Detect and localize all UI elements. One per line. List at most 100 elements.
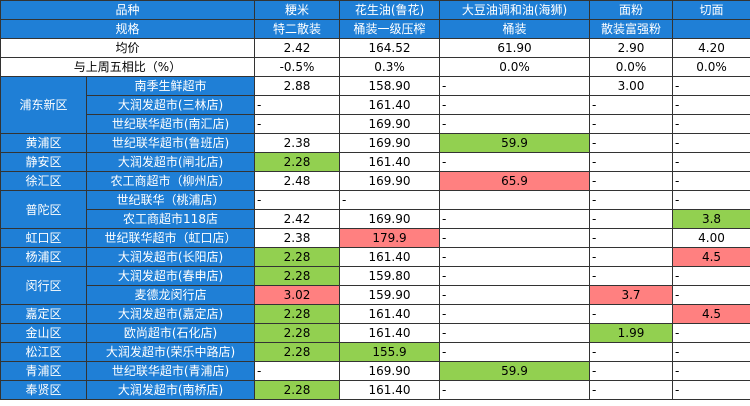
price-cell: 169.90	[339, 171, 441, 191]
product-flour: 面粉	[589, 0, 674, 20]
table-row: 农工商超市118店 2.42 169.90 - - 3.8	[1, 209, 750, 229]
district-cell: 奉贤区	[0, 380, 87, 400]
district-cell: 静安区	[0, 152, 87, 172]
price-cell: -	[439, 247, 591, 267]
price-cell: -	[672, 171, 750, 191]
price-cell: 161.40	[339, 304, 441, 324]
price-cell: -	[672, 152, 750, 172]
store-cell: 大润发超市(闸北店)	[85, 152, 256, 172]
price-cell: -	[589, 266, 674, 286]
store-cell: 大润发超市(春申店)	[85, 266, 256, 286]
price-cell: -	[439, 76, 591, 96]
price-cell: 161.40	[339, 380, 441, 400]
avg-value: 164.52	[339, 38, 441, 58]
table-row: 金山区 欧尚超市(石化店) 2.28 161.40 - 1.99 -	[0, 323, 750, 343]
district-cell: 青浦区	[0, 361, 87, 381]
table-row: 世纪联华超市(南汇店) - 169.90 - - -	[1, 114, 750, 134]
table-row: 徐汇区 农工商超市（柳州店） 2.48 169.90 65.9 - -	[0, 171, 750, 191]
price-cell: 2.38	[254, 228, 341, 248]
table-row: 黄浦区 世纪联华超市(鲁班店) 2.38 169.90 59.9 - -	[0, 133, 750, 153]
price-cell: -	[589, 95, 674, 115]
price-cell: -	[439, 228, 591, 248]
store-cell: 世纪联华超市(南汇店)	[85, 114, 256, 134]
price-cell: -	[589, 228, 674, 248]
table-row: 虹口区 世纪联华超市（虹口店） 2.38 179.9 - - 4.00	[0, 228, 750, 248]
price-cell: -	[589, 380, 674, 400]
avg-value: 2.42	[254, 38, 341, 58]
price-cell: 2.28	[254, 152, 341, 172]
district-cell: 杨浦区	[0, 247, 87, 267]
district-cell: 徐汇区	[0, 171, 87, 191]
price-cell: -	[589, 361, 674, 381]
spec-peanut-oil: 桶装一级压榨	[339, 19, 441, 39]
table-row: 闵行区 大润发超市(春申店) 2.28 159.80 - - -	[0, 266, 750, 305]
store-cell: 大润发超市(长阳店)	[85, 247, 256, 267]
price-cell: 169.90	[339, 361, 441, 381]
price-cell: 2.28	[254, 266, 341, 286]
price-cell: -	[439, 285, 591, 305]
price-cell: 2.28	[254, 247, 341, 267]
price-cell: 4.5	[672, 247, 750, 267]
price-cell: -	[589, 171, 674, 191]
spec-flour: 散装富强粉	[589, 19, 674, 39]
change-value: 0.0%	[672, 57, 750, 77]
table-row: 青浦区 世纪联华超市(青浦店) - 169.90 59.9 - -	[0, 361, 750, 381]
price-cell: 159.80	[339, 266, 441, 286]
district-cell: 虹口区	[0, 228, 87, 248]
price-cell: 4.00	[672, 228, 750, 248]
table-row: 奉贤区 大润发超市(南桥店) 2.28 161.40 - - -	[0, 380, 750, 400]
avg-value: 61.90	[439, 38, 591, 58]
price-cell: -	[589, 133, 674, 153]
store-cell: 大润发超市(三林店)	[85, 95, 256, 115]
price-cell: 59.9	[439, 133, 591, 153]
price-cell: -	[589, 190, 674, 210]
price-cell: -	[672, 342, 750, 362]
price-cell: -	[589, 114, 674, 134]
price-cell: -	[254, 190, 341, 210]
store-cell: 大润发超市(荣乐中路店)	[85, 342, 256, 362]
avg-row: 均价 2.42 164.52 61.90 2.90 4.20	[0, 38, 750, 58]
price-cell: 4.5	[672, 304, 750, 324]
store-cell: 麦德龙闵行店	[85, 285, 256, 305]
header-row-variety: 品种 粳米 花生油(鲁花) 大豆油调和油(海狮) 面粉 切面	[0, 0, 750, 20]
price-cell: -	[672, 133, 750, 153]
table-row: 普陀区 世纪联华（桃浦店） - - - -	[0, 190, 750, 229]
table-row: 静安区 大润发超市(闸北店) 2.28 161.40 - - -	[0, 152, 750, 172]
price-cell: 2.48	[254, 171, 341, 191]
change-label: 与上周五相比（%）	[0, 57, 256, 77]
price-cell: 2.28	[254, 304, 341, 324]
price-cell: 2.42	[254, 209, 341, 229]
price-cell: 1.99	[589, 323, 674, 343]
change-value: 0.0%	[589, 57, 674, 77]
store-cell: 大润发超市(南桥店)	[85, 380, 256, 400]
change-row: 与上周五相比（%） -0.5% 0.3% 0.0% 0.0% 0.0%	[0, 57, 750, 77]
price-cell: 2.28	[254, 323, 341, 343]
price-cell: 169.90	[339, 209, 441, 229]
price-cell: -	[672, 266, 750, 286]
avg-label: 均价	[0, 38, 256, 58]
price-cell: -	[439, 342, 591, 362]
price-cell: -	[439, 95, 591, 115]
product-blend-oil: 大豆油调和油(海狮)	[439, 0, 591, 20]
price-cell: 2.28	[254, 380, 341, 400]
price-cell: 161.40	[339, 247, 441, 267]
price-cell	[439, 190, 591, 210]
table-row: 杨浦区 大润发超市(长阳店) 2.28 161.40 - - 4.5	[0, 247, 750, 267]
price-cell: -	[589, 304, 674, 324]
change-value: 0.3%	[339, 57, 441, 77]
price-cell: 161.40	[339, 95, 441, 115]
price-cell: 59.9	[439, 361, 591, 381]
avg-value: 4.20	[672, 38, 750, 58]
table-row: 松江区 大润发超市(荣乐中路店) 2.28 155.9 - - -	[0, 342, 750, 362]
price-cell: -	[672, 361, 750, 381]
price-cell: -	[589, 247, 674, 267]
price-cell: -	[672, 114, 750, 134]
change-value: -0.5%	[254, 57, 341, 77]
product-peanut-oil: 花生油(鲁花)	[339, 0, 441, 20]
avg-value: 2.90	[589, 38, 674, 58]
price-cell: 161.40	[339, 152, 441, 172]
price-cell: -	[439, 152, 591, 172]
store-cell: 世纪联华超市(鲁班店)	[85, 133, 256, 153]
table-row: 浦东新区 南季生鲜超市 2.88 158.90 - 3.00 -	[0, 76, 750, 134]
